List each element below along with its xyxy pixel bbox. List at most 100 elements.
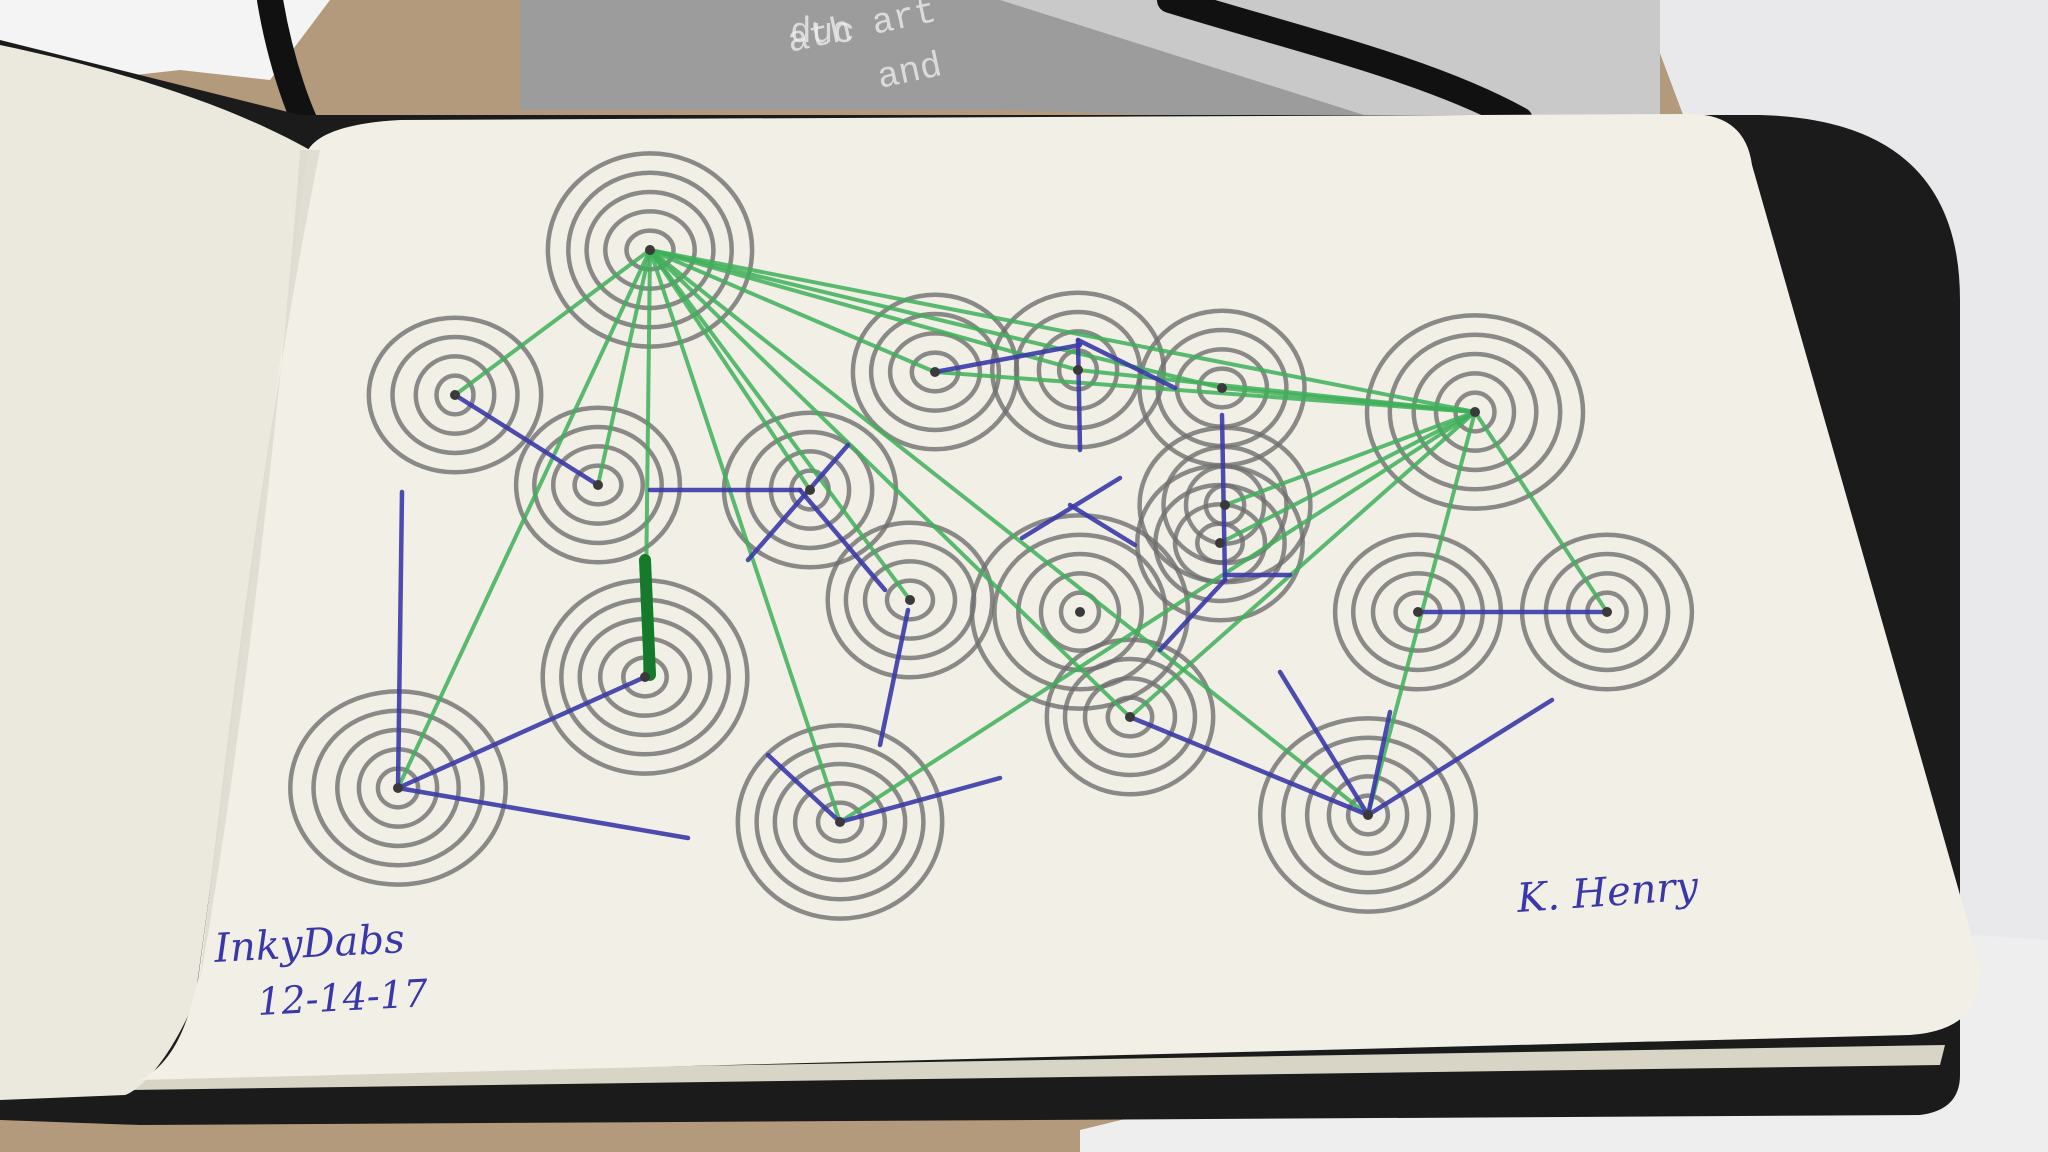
ink-line-icon xyxy=(648,249,842,823)
ring-center-dot xyxy=(1220,500,1230,510)
ring-cluster xyxy=(1364,313,1586,511)
ink-line-icon xyxy=(396,249,652,789)
ink-line-icon xyxy=(648,248,1370,817)
concentric-circle-icon xyxy=(969,513,1191,711)
ink-line-icon xyxy=(639,554,656,681)
ink-line-icon xyxy=(648,248,1132,719)
blue-connector-lines xyxy=(395,337,1610,841)
ring-center-dot xyxy=(645,245,655,255)
concentric-circle-icon xyxy=(792,781,888,863)
ring-center-dot xyxy=(1125,712,1135,722)
concentric-circle-icon xyxy=(862,559,958,641)
ink-line-icon xyxy=(395,674,648,791)
concentric-circle-icon xyxy=(413,354,497,436)
ring-center-dot xyxy=(1073,365,1083,375)
ring-cluster xyxy=(735,723,945,921)
concentric-circle-icon xyxy=(815,800,865,844)
concentric-circle-icon xyxy=(887,331,983,413)
concentric-circle-icon xyxy=(1044,637,1216,797)
concentric-circle-icon xyxy=(1364,313,1586,511)
concentric-circle-icon xyxy=(550,444,646,526)
concentric-circle-icon xyxy=(572,463,624,507)
ring-center-dot xyxy=(1413,607,1423,617)
ring-center-dot xyxy=(1602,607,1612,617)
concentric-circle-icon xyxy=(1153,482,1287,604)
ink-line-icon xyxy=(877,607,911,748)
ink-line-icon xyxy=(1473,410,1609,614)
ring-cluster xyxy=(513,405,683,565)
concentric-circle-icon xyxy=(868,311,1002,433)
ink-line-icon xyxy=(797,487,888,593)
concentric-circle-icon xyxy=(434,373,476,417)
ink-line-icon xyxy=(1219,410,1476,545)
concentric-circle-icon xyxy=(1062,656,1198,778)
concentric-circle-icon xyxy=(1387,332,1563,492)
ink-line-icon xyxy=(1157,577,1228,653)
ink-line-icon xyxy=(932,342,1083,375)
ink-line-icon xyxy=(452,392,601,488)
concentric-circle-icon xyxy=(1304,754,1432,876)
ring-center-dot xyxy=(593,480,603,490)
ink-line-icon xyxy=(1128,410,1477,719)
ink-line-icon xyxy=(1075,337,1083,453)
concentric-circle-icon xyxy=(1257,716,1479,914)
concentric-circle-icon xyxy=(735,723,945,921)
ink-line-icon xyxy=(1365,709,1393,818)
ring-center-dot xyxy=(1215,538,1225,548)
ink-line-icon xyxy=(648,248,812,492)
ink-line-icon xyxy=(1277,669,1371,818)
page-edge-stack xyxy=(130,1045,1945,1090)
concentric-circle-icon xyxy=(390,334,520,456)
ink-line-icon xyxy=(765,752,843,825)
concentric-circle-icon xyxy=(1281,735,1455,895)
concentric-circle-icon xyxy=(884,578,936,622)
ink-line-icon xyxy=(1224,410,1476,507)
ring-center-dot xyxy=(930,367,940,377)
concentric-circle-icon xyxy=(1433,371,1517,453)
ink-line-icon xyxy=(648,248,912,602)
ink-line-icon xyxy=(745,442,851,563)
ink-line-icon xyxy=(649,248,936,374)
ring-cluster xyxy=(1257,716,1479,914)
ink-line-icon xyxy=(1221,386,1476,414)
concentric-circle-icon xyxy=(825,520,995,680)
ink-line-icon xyxy=(1075,337,1178,391)
ring-cluster xyxy=(1044,637,1216,797)
concentric-circle-icon xyxy=(1105,695,1155,739)
background-print-1: duc xyxy=(790,12,855,53)
concentric-circle-icon xyxy=(1038,571,1122,653)
concentric-circle-icon xyxy=(532,424,664,546)
concentric-circle-icon xyxy=(1172,502,1268,584)
ink-line-icon xyxy=(1067,502,1138,548)
ring-center-dot xyxy=(835,817,845,827)
concentric-circle-icon xyxy=(1058,590,1102,634)
ink-line-icon xyxy=(649,248,1476,414)
ink-line-icon xyxy=(838,410,1477,824)
ink-line-icon xyxy=(837,775,1003,825)
concentric-circle-icon xyxy=(1411,351,1539,473)
ring-center-dot xyxy=(1217,383,1227,393)
concentric-circle-icon xyxy=(1195,521,1245,565)
signature-date: 12-14-17 xyxy=(256,971,430,1024)
ring-center-dot xyxy=(905,595,915,605)
concentric-circle-icon xyxy=(772,761,908,883)
left-page xyxy=(0,45,310,1100)
ring-center-dot xyxy=(450,390,460,400)
ring-cluster xyxy=(825,520,995,680)
ink-line-icon xyxy=(395,489,405,791)
ring-center-dots xyxy=(393,245,1612,827)
concentric-circle-icon xyxy=(1135,463,1305,623)
ring-cluster xyxy=(1135,463,1305,623)
concentric-circle-icon xyxy=(1326,774,1410,856)
drawing-page xyxy=(140,114,1981,1080)
page-gutter-shadow xyxy=(200,150,320,980)
ring-cluster xyxy=(366,315,544,475)
ink-line-icon xyxy=(649,248,1079,372)
concentric-circle-icon xyxy=(513,405,683,565)
ring-center-dot xyxy=(640,672,650,682)
ring-center-dot xyxy=(1470,407,1480,417)
concentric-circle-icon xyxy=(1082,676,1178,758)
signature-title: InkyDabs xyxy=(212,916,406,972)
concentric-circle-icon xyxy=(754,742,926,902)
